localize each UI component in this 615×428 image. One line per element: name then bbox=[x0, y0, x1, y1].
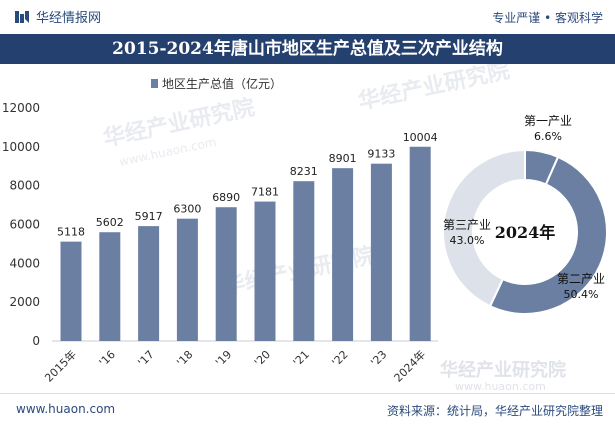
donut-chart: 2024年 第一产业 6.6% 第二产业 50.4% 第三产业 43.0% bbox=[442, 114, 608, 315]
bar bbox=[370, 163, 392, 341]
bars: 5118 5602 5917 6300 6890 7181 8231 8901 9133 1000… bbox=[57, 131, 438, 341]
footer: www.huaon.com 资料来源：统计局，华经产业研究院整理 bbox=[0, 393, 615, 428]
bar bbox=[99, 232, 121, 341]
x-tick-label: '19 bbox=[213, 348, 234, 369]
y-tick-label: 6000 bbox=[9, 218, 40, 232]
y-tick-label: 10000 bbox=[2, 140, 40, 154]
bar-value-label: 5118 bbox=[57, 226, 85, 239]
x-tick-label: '16 bbox=[97, 348, 118, 369]
bar bbox=[215, 207, 237, 341]
footer-source: 资料来源：统计局，华经产业研究院整理 bbox=[386, 404, 603, 418]
brand: 华经情报网 bbox=[14, 7, 101, 26]
y-tick-label: 8000 bbox=[9, 179, 40, 193]
watermark-text: 华经产业研究院 bbox=[356, 64, 512, 115]
bar-value-label: 7181 bbox=[251, 186, 279, 199]
bar bbox=[409, 146, 431, 341]
page-title: 2015-2024年唐山市地区生产总值及三次产业结构 bbox=[0, 34, 615, 64]
legend-label: 地区生产总值（亿元） bbox=[162, 76, 282, 91]
chart-area: 华经产业研究院 www.huaon.com 华经产业研究院 华经产业研究院 华经… bbox=[2, 64, 608, 393]
bar bbox=[60, 241, 82, 341]
x-tick-label: 2024年 bbox=[391, 347, 428, 384]
brand-name: 华经情报网 bbox=[36, 11, 102, 26]
bar-value-label: 5602 bbox=[96, 216, 124, 229]
bar-value-label: 8231 bbox=[290, 165, 318, 178]
watermark-text: 华经产业研究院 bbox=[440, 359, 566, 381]
y-tick-label: 12000 bbox=[2, 101, 40, 115]
bar-value-label: 6890 bbox=[212, 191, 240, 204]
donut-slice bbox=[488, 155, 608, 315]
bar-value-label: 9133 bbox=[367, 148, 395, 161]
bar bbox=[293, 181, 315, 341]
donut-center-label: 2024年 bbox=[495, 223, 556, 242]
slice-value-label: 43.0% bbox=[450, 234, 485, 247]
x-tick-label: '22 bbox=[329, 348, 350, 369]
y-tick-label: 0 bbox=[32, 334, 40, 348]
bar-value-label: 6300 bbox=[173, 203, 201, 216]
slice-name-label: 第一产业 bbox=[524, 114, 572, 128]
x-tick-label: '20 bbox=[252, 348, 273, 369]
x-tick-label: '21 bbox=[291, 348, 312, 369]
bar-value-label: 8901 bbox=[329, 152, 357, 165]
x-tick-label: '18 bbox=[174, 348, 195, 369]
y-tick-label: 2000 bbox=[9, 295, 40, 309]
y-tick-label: 4000 bbox=[9, 256, 40, 270]
legend-swatch bbox=[151, 79, 158, 88]
slice-name-label: 第二产业 bbox=[557, 272, 605, 286]
x-tick-label: 2015年 bbox=[42, 347, 79, 384]
bar bbox=[254, 201, 276, 341]
brand-logo-icon bbox=[15, 10, 29, 23]
bar-value-label: 5917 bbox=[135, 210, 163, 223]
x-tick-label: '23 bbox=[368, 348, 389, 369]
legend: 地区生产总值（亿元） bbox=[151, 76, 282, 91]
top-bar: 华经情报网 专业严谨 • 客观科学 bbox=[0, 0, 615, 34]
bar bbox=[332, 168, 354, 341]
bar bbox=[176, 218, 198, 341]
x-axis: 2015年 '16 '17 '18 '19 '20 '21 '22 '23 2024年 bbox=[42, 347, 429, 384]
bar-value-label: 10004 bbox=[403, 131, 438, 144]
bar bbox=[138, 226, 160, 341]
slice-value-label: 6.6% bbox=[534, 130, 562, 143]
donut-slice bbox=[442, 148, 526, 308]
watermark-url: www.huaon.com bbox=[455, 380, 546, 393]
footer-url: www.huaon.com bbox=[16, 402, 116, 416]
x-tick-label: '17 bbox=[135, 348, 156, 369]
slice-value-label: 50.4% bbox=[564, 288, 599, 301]
slogan: 专业严谨 • 客观科学 bbox=[492, 11, 603, 25]
slice-name-label: 第三产业 bbox=[443, 218, 491, 232]
